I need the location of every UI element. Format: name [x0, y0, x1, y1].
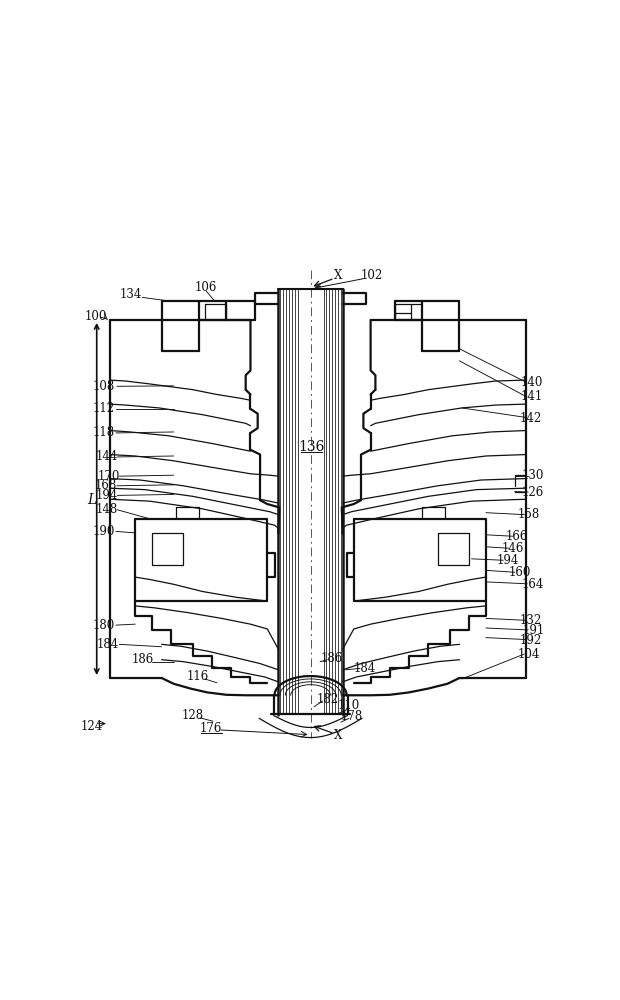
Text: 146: 146 — [502, 542, 524, 555]
Text: 192: 192 — [520, 634, 542, 647]
Text: 190: 190 — [93, 525, 115, 538]
Text: 102: 102 — [360, 269, 383, 282]
Text: 144: 144 — [95, 450, 118, 463]
Text: X: X — [334, 729, 343, 742]
Text: 104: 104 — [518, 648, 541, 661]
Text: 160: 160 — [508, 566, 531, 579]
Text: 168: 168 — [94, 479, 117, 492]
Text: 112: 112 — [93, 402, 115, 415]
Text: L: L — [87, 493, 97, 507]
Text: 166: 166 — [506, 530, 528, 543]
Text: 126: 126 — [522, 486, 544, 499]
Text: X: X — [334, 269, 343, 282]
Text: 108: 108 — [93, 380, 115, 393]
Text: 100: 100 — [85, 310, 107, 323]
Text: 118: 118 — [93, 426, 115, 439]
Text: 106: 106 — [195, 281, 218, 294]
Text: 184: 184 — [354, 662, 376, 675]
Text: 164: 164 — [522, 578, 544, 591]
Text: 140: 140 — [520, 376, 542, 389]
Text: 194: 194 — [95, 489, 118, 502]
Text: 178: 178 — [340, 710, 363, 723]
Text: 158: 158 — [518, 508, 540, 521]
Text: 141: 141 — [520, 390, 542, 403]
Text: 136: 136 — [298, 440, 325, 454]
Text: 116: 116 — [187, 670, 209, 683]
Text: 184: 184 — [96, 638, 118, 651]
Text: 132: 132 — [520, 614, 542, 627]
Text: 142: 142 — [520, 412, 542, 425]
Text: 110: 110 — [338, 699, 360, 712]
Text: 148: 148 — [95, 503, 117, 516]
Text: 186: 186 — [321, 652, 343, 665]
Text: 124: 124 — [81, 720, 103, 733]
Text: 134: 134 — [119, 288, 141, 301]
Text: 180: 180 — [93, 619, 115, 632]
Text: 191: 191 — [523, 624, 545, 637]
Text: 176: 176 — [200, 722, 222, 735]
Text: 194: 194 — [497, 554, 519, 567]
Text: 182: 182 — [316, 693, 339, 706]
Text: 170: 170 — [97, 470, 120, 483]
Text: 186: 186 — [131, 653, 154, 666]
Text: 130: 130 — [522, 469, 544, 482]
Text: 128: 128 — [182, 709, 204, 722]
